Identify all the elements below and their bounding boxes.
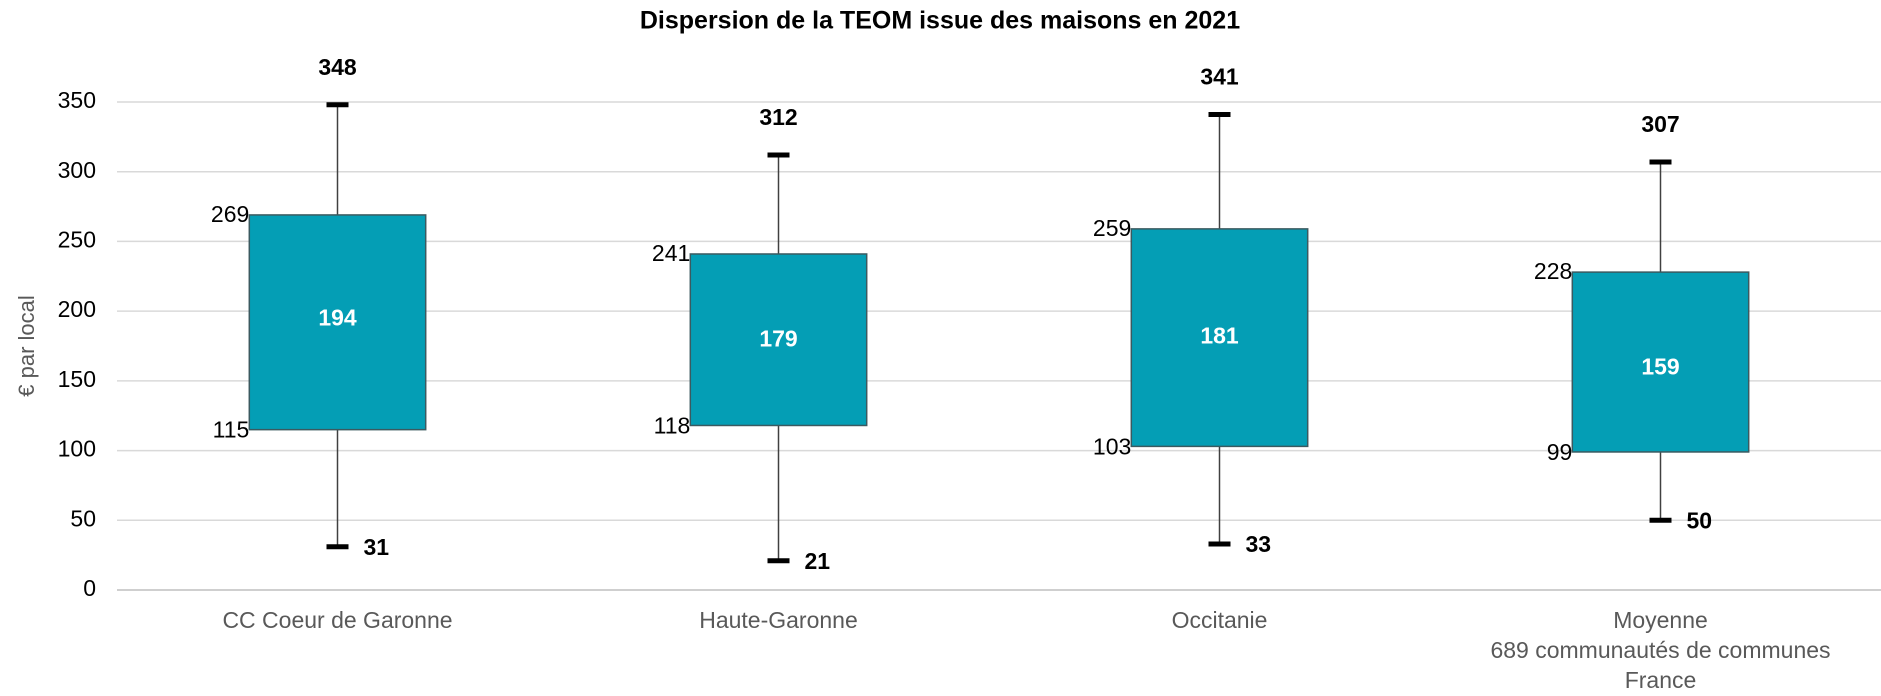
q3-label: 259 [1093,215,1131,241]
x-tick-label-line: Haute-Garonne [699,607,858,633]
max-label: 307 [1641,111,1679,137]
median-label: 194 [318,305,357,331]
y-tick-label: 250 [58,227,96,253]
y-tick-label: 300 [58,157,96,183]
max-label: 312 [759,104,797,130]
median-label: 159 [1641,353,1679,379]
box [1130,228,1309,448]
q1-label: 115 [213,417,250,443]
x-tick-label-line: CC Coeur de Garonne [222,607,452,633]
x-tick-label-line: 689 communautés de communes [1490,637,1830,663]
x-tick-label-line: France [1625,667,1697,693]
y-tick-label: 200 [58,296,96,322]
max-label: 341 [1200,64,1239,90]
min-label: 21 [805,548,831,574]
min-label: 50 [1687,507,1713,533]
min-label: 31 [364,534,390,560]
box [1571,271,1750,453]
x-tick-label: Occitanie [1172,607,1268,633]
q3-label: 269 [211,201,249,227]
x-tick-label: Haute-Garonne [699,607,858,633]
y-tick-label: 0 [83,575,96,601]
x-tick-label: CC Coeur de Garonne [222,607,452,633]
chart-title: Dispersion de la TEOM issue des maisons … [640,7,1240,35]
y-tick-label: 100 [58,436,96,462]
q1-label: 103 [1093,433,1131,459]
y-tick-label: 50 [70,505,96,531]
x-tick-label-line: Moyenne [1613,607,1708,633]
box [689,253,868,427]
q3-label: 228 [1534,258,1572,284]
box [248,214,427,431]
q1-label: 99 [1547,439,1573,465]
median-label: 181 [1200,323,1239,349]
y-tick-label: 350 [58,87,96,113]
y-tick-label: 150 [58,366,96,392]
q3-label: 241 [652,240,690,266]
x-tick-label: Moyenne 689 communautés de communes France [1490,607,1830,693]
min-label: 33 [1246,531,1272,557]
y-axis-label: € par local [14,295,39,397]
max-label: 348 [318,54,357,80]
x-tick-label-line: Occitanie [1172,607,1268,633]
median-label: 179 [759,326,797,352]
q1-label: 118 [654,413,691,439]
